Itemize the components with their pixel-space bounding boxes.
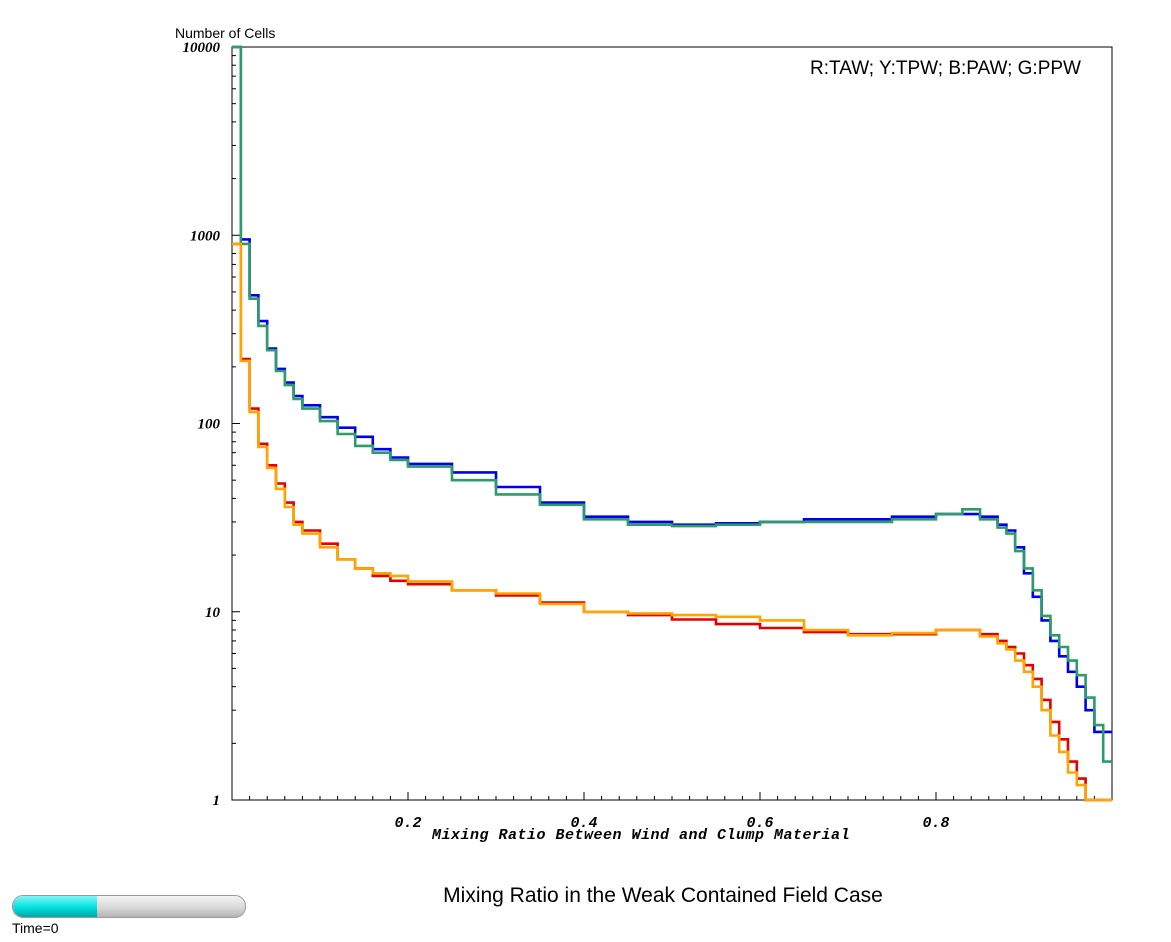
y-tick-label: 1000 <box>190 228 221 244</box>
time-label: Time=0 <box>12 920 59 936</box>
y-tick-labels: 1 10 100 1000 10000 <box>183 40 221 809</box>
x-tick-label: 0.2 <box>394 815 421 832</box>
y-tick-label: 100 <box>198 417 221 433</box>
y-axis-title: Number of Cells <box>175 25 276 41</box>
x-tick-label: 0.4 <box>570 815 597 832</box>
time-slider-fill <box>13 896 97 917</box>
legend-text: R:TAW; Y:TPW; B:PAW; G:PPW <box>810 58 1081 79</box>
series-line <box>232 242 1112 802</box>
y-tick-label: 1 <box>213 793 221 809</box>
y-tick-label: 10 <box>205 605 221 621</box>
plot-frame <box>231 46 1113 801</box>
series-line <box>232 45 1112 763</box>
x-tick-label: 0.6 <box>746 815 773 832</box>
plot-title: Mixing Ratio in the Weak Contained Field… <box>443 884 883 907</box>
x-tick-labels: 0.2 0.4 0.6 0.8 <box>394 815 949 832</box>
y-tick-label: 10000 <box>183 40 221 56</box>
series-line <box>232 242 1112 802</box>
minor-ticks <box>232 55 1095 800</box>
x-tick-label: 0.8 <box>922 815 949 832</box>
series-lines <box>232 45 1112 802</box>
x-axis-label: Mixing Ratio Between Wind and Clump Mate… <box>432 827 851 844</box>
time-slider[interactable] <box>12 895 246 918</box>
